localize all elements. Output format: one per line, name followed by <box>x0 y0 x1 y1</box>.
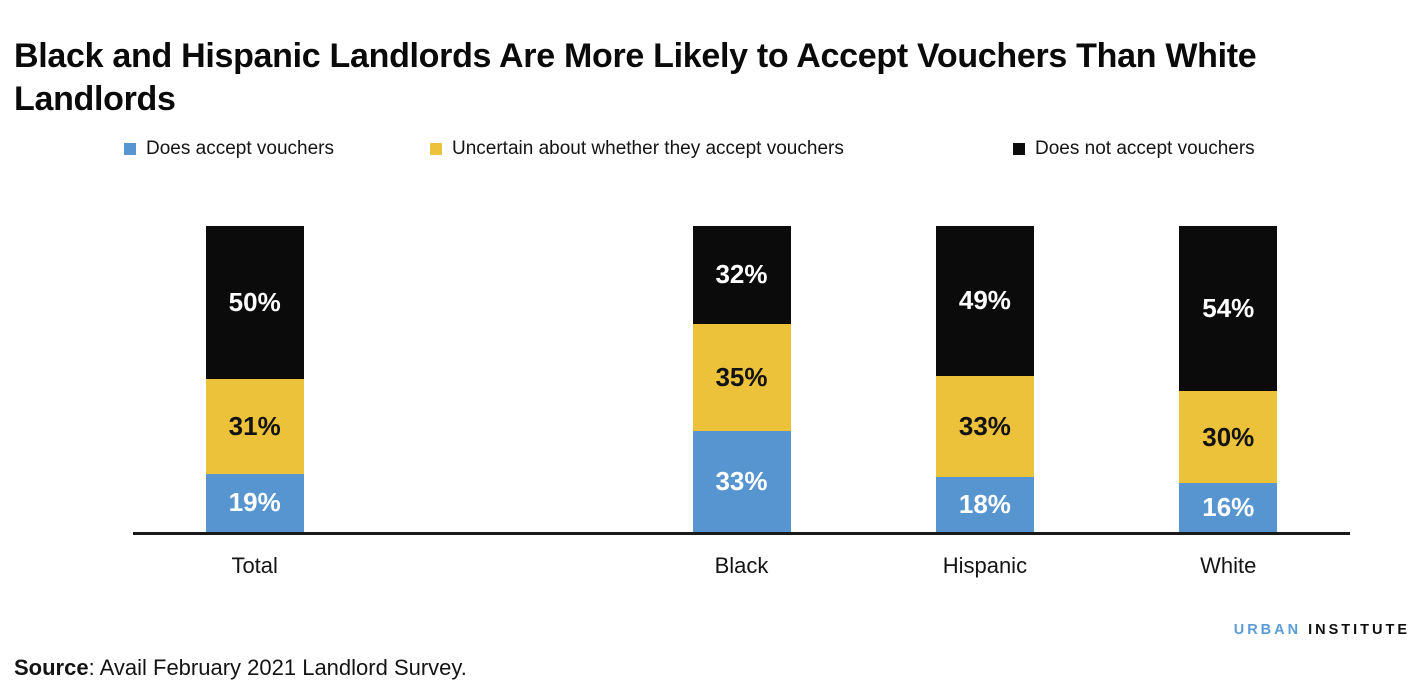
segment-value-label: 30% <box>1202 421 1255 452</box>
segment-value-label: 18% <box>958 488 1011 519</box>
legend-swatch-yellow-icon <box>430 143 442 155</box>
legend-label: Does accept vouchers <box>146 138 334 159</box>
segment-value-label: 33% <box>958 410 1011 441</box>
segment-value-label: 50% <box>228 287 281 317</box>
bar-segment: 50% <box>205 226 304 379</box>
segment-value-label: 32% <box>715 259 768 290</box>
stacked-bar-hispanic: 49% 33% 18% <box>935 226 1034 532</box>
x-axis-label-black: Black <box>714 553 769 578</box>
legend-label: Uncertain about whether they accept vouc… <box>452 138 844 159</box>
segment-value-label: 19% <box>228 487 281 518</box>
chart-title: Black and Hispanic Landlords Are More Li… <box>14 36 1257 118</box>
bar-segment: 49% <box>935 226 1034 376</box>
logo-urban: URBAN <box>1233 622 1302 638</box>
logo-institute: INSTITUTE <box>1308 622 1410 638</box>
legend-item-does-accept: Does accept vouchers <box>124 135 334 163</box>
legend-swatch-black-icon <box>1013 143 1025 155</box>
bar-segment: 35% <box>692 323 791 431</box>
stacked-bar-black: 32% 35% 33% <box>692 226 791 532</box>
legend-item-uncertain: Uncertain about whether they accept vouc… <box>430 135 844 163</box>
x-axis-label-total: Total <box>231 553 278 578</box>
plot-area: 50% 31% 19% 32% 35% 33% 49% 33% 18% 54% 30% 16% <box>133 226 1350 532</box>
source-text: : Avail February 2021 Landlord Survey. <box>88 655 467 680</box>
bar-segment: 30% <box>1179 391 1278 484</box>
source-note: Source: Avail February 2021 Landlord Sur… <box>14 655 467 681</box>
bar-segment: 54% <box>1179 226 1278 392</box>
segment-value-label: 33% <box>715 465 768 496</box>
x-axis-label-white: White <box>1200 553 1257 578</box>
legend-item-does-not-accept: Does not accept vouchers <box>1013 135 1255 163</box>
bar-segment: 32% <box>692 226 791 324</box>
legend-label: Does not accept vouchers <box>1035 138 1255 159</box>
stacked-bar-total: 50% 31% 19% <box>205 226 304 532</box>
segment-value-label: 16% <box>1202 492 1255 522</box>
segment-value-label: 31% <box>228 410 281 441</box>
segment-value-label: 35% <box>715 361 768 392</box>
bar-segment: 33% <box>692 431 791 532</box>
bar-segment: 18% <box>935 476 1034 532</box>
x-axis-line <box>133 532 1350 535</box>
segment-value-label: 54% <box>1202 293 1255 324</box>
bar-segment: 16% <box>1179 483 1278 532</box>
bar-segment: 31% <box>205 379 304 474</box>
bar-segment: 33% <box>935 375 1034 477</box>
stacked-bar-white: 54% 30% 16% <box>1179 226 1278 532</box>
bar-segment: 19% <box>205 473 304 532</box>
x-axis-label-hispanic: Hispanic <box>942 553 1028 578</box>
urban-institute-logo: URBAN INSTITUTE <box>1234 622 1410 638</box>
source-label: Source <box>14 655 89 680</box>
segment-value-label: 49% <box>958 285 1011 316</box>
legend-swatch-blue-icon <box>124 143 136 155</box>
